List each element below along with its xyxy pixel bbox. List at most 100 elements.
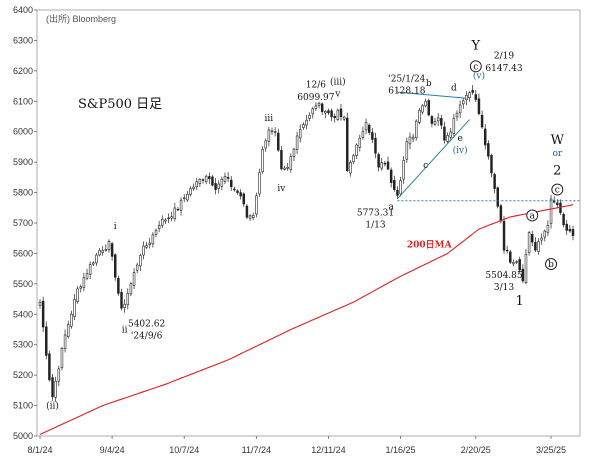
candle-up bbox=[295, 135, 299, 150]
y-tick-label: 5500 bbox=[13, 279, 33, 289]
wave-annotation: 6128.18 bbox=[388, 87, 425, 97]
ma200-line bbox=[39, 204, 574, 435]
circled-wave-marker bbox=[469, 60, 482, 73]
candle-up bbox=[302, 124, 305, 128]
candle-up bbox=[139, 255, 142, 267]
wave-annotation: '24/9/6 bbox=[131, 332, 163, 342]
candle-down bbox=[521, 268, 525, 282]
candle-down bbox=[568, 228, 572, 232]
wave-annotation: 2/19 bbox=[494, 52, 514, 62]
candle-down bbox=[277, 132, 280, 151]
candle-up bbox=[179, 199, 183, 211]
candle-up bbox=[540, 237, 543, 241]
candle-up bbox=[424, 101, 427, 107]
candle-down bbox=[531, 234, 534, 243]
candle-up bbox=[524, 253, 528, 283]
candle-up bbox=[546, 225, 550, 233]
candle-down bbox=[120, 291, 123, 309]
y-tick-label: 6000 bbox=[13, 127, 33, 137]
candle-down bbox=[565, 223, 568, 231]
candle-up bbox=[145, 245, 148, 248]
wave-annotation: (iii) bbox=[330, 77, 346, 88]
candle-down bbox=[367, 124, 371, 133]
candle-up bbox=[154, 229, 158, 235]
chart-title: S&P500 日足 bbox=[78, 97, 162, 112]
candle-down bbox=[330, 110, 333, 118]
candle-up bbox=[251, 215, 255, 219]
candle-up bbox=[123, 303, 126, 308]
candle-up bbox=[436, 117, 440, 122]
y-tick-label: 6100 bbox=[13, 96, 33, 106]
candle-up bbox=[204, 175, 208, 183]
candle-up bbox=[411, 136, 415, 140]
wave-annotation: a bbox=[388, 202, 394, 212]
overlays bbox=[39, 91, 580, 435]
candle-up bbox=[54, 380, 57, 398]
candle-down bbox=[389, 169, 393, 183]
circled-wave-marker bbox=[551, 183, 564, 196]
candle-up bbox=[298, 129, 302, 139]
candle-down bbox=[233, 188, 236, 191]
candle-down bbox=[509, 251, 512, 263]
candle-down bbox=[499, 205, 503, 222]
x-tick-label: 3/25/25 bbox=[536, 445, 566, 455]
candle-down bbox=[487, 143, 490, 157]
candle-up bbox=[192, 186, 195, 190]
candle-down bbox=[427, 100, 431, 116]
circled-wave-label: c bbox=[555, 186, 560, 196]
candle-up bbox=[79, 286, 82, 289]
candle-up bbox=[60, 347, 64, 369]
y-tick-label: 5100 bbox=[13, 401, 33, 411]
candle-up bbox=[164, 219, 167, 222]
candle-up bbox=[132, 272, 136, 286]
candle-up bbox=[151, 234, 155, 245]
candle-up bbox=[364, 122, 368, 131]
wave-annotation: e bbox=[457, 134, 462, 144]
ma200-label: 200日MA bbox=[407, 239, 453, 250]
candle-up bbox=[264, 140, 267, 149]
candle-up bbox=[324, 111, 327, 114]
candle-up bbox=[70, 313, 73, 327]
candle-up bbox=[349, 162, 352, 174]
candle-up bbox=[173, 207, 177, 220]
candle-down bbox=[443, 126, 446, 141]
candle-down bbox=[383, 162, 387, 165]
circled-wave-label: a bbox=[530, 211, 536, 221]
candle-up bbox=[82, 277, 86, 288]
candle-up bbox=[270, 130, 274, 133]
candle-up bbox=[170, 216, 173, 219]
candle-up bbox=[107, 241, 111, 251]
candle-up bbox=[399, 180, 402, 195]
candle-up bbox=[189, 188, 192, 195]
wave-annotation: (v) bbox=[473, 70, 485, 81]
candle-down bbox=[320, 103, 324, 112]
candle-up bbox=[289, 156, 293, 170]
circled-wave-label: c bbox=[473, 62, 478, 72]
candle-up bbox=[305, 119, 308, 126]
candle-down bbox=[51, 377, 54, 398]
candle-down bbox=[377, 154, 380, 168]
candle-up bbox=[549, 198, 553, 224]
candle-up bbox=[63, 334, 67, 349]
candle-up bbox=[76, 288, 79, 303]
x-tick-label: 12/11/24 bbox=[311, 445, 345, 455]
source-label: (出所) Bloomberg bbox=[46, 13, 116, 24]
y-tick-label: 5900 bbox=[13, 157, 33, 167]
candle-down bbox=[393, 179, 396, 190]
candle-down bbox=[483, 128, 487, 146]
wave-annotation: ii bbox=[122, 326, 128, 336]
x-tick-label: 1/16/25 bbox=[386, 445, 416, 455]
candle-up bbox=[405, 141, 409, 160]
wave-annotation: '25/1/24 bbox=[388, 75, 425, 85]
candle-down bbox=[493, 174, 496, 189]
circled-wave-label: b bbox=[548, 260, 554, 270]
candle-up bbox=[73, 299, 76, 317]
plot-frame bbox=[36, 9, 581, 437]
candle-up bbox=[449, 131, 452, 138]
candle-up bbox=[380, 162, 383, 169]
candle-down bbox=[505, 249, 509, 252]
candle-up bbox=[38, 301, 42, 306]
candle-up bbox=[95, 254, 98, 264]
wave-annotation: i bbox=[114, 222, 117, 232]
